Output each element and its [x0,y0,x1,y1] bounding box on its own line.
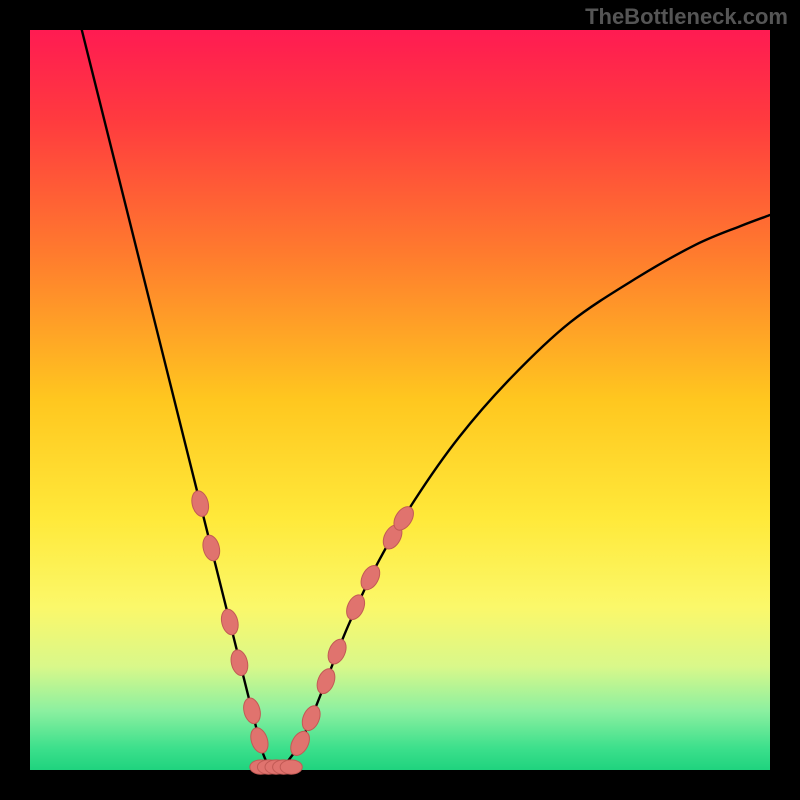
watermark: TheBottleneck.com [585,4,788,30]
plot-background [30,30,770,770]
stage: TheBottleneck.com [0,0,800,800]
marker-bottom-4 [280,760,302,774]
plot-svg [0,0,800,800]
